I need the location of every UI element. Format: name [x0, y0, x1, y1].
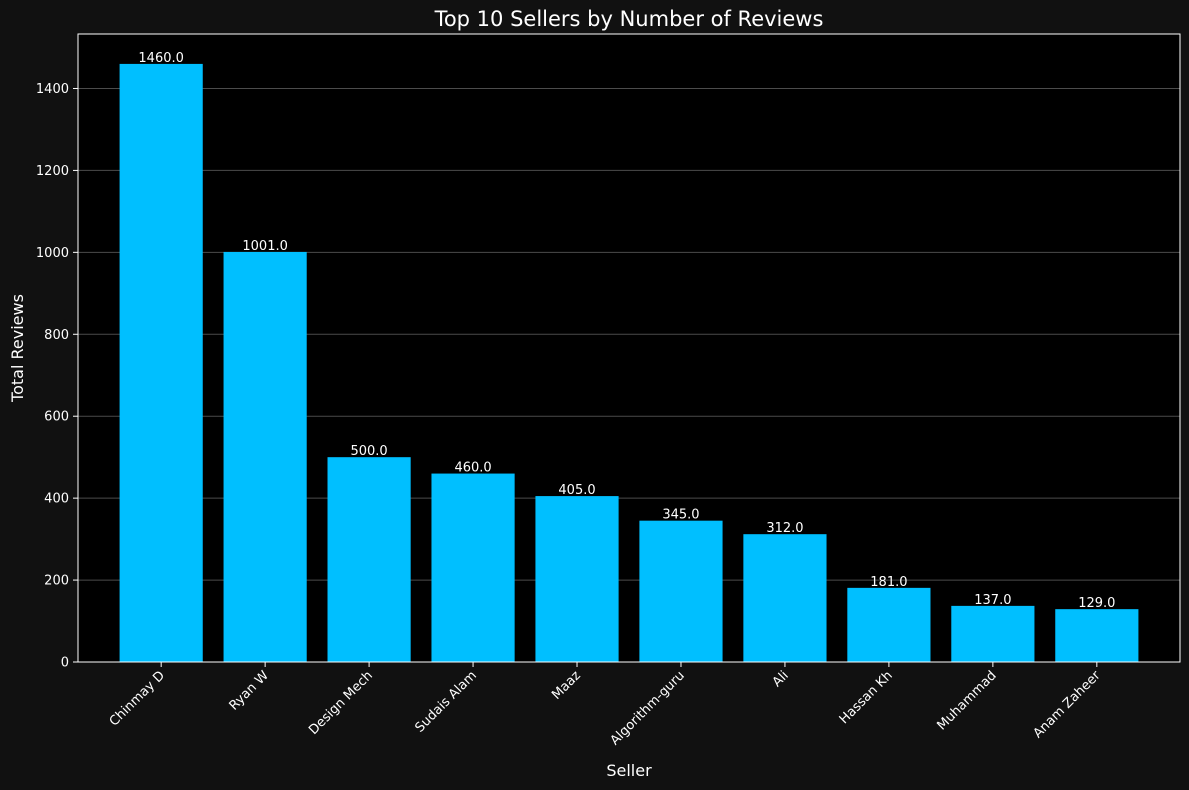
bar-value-label: 137.0 [974, 593, 1011, 608]
bar [431, 473, 515, 662]
chart-title: Top 10 Sellers by Number of Reviews [434, 7, 824, 31]
data-labels: 1460.0 1001.0 500.0 460.0 405.0 345.0 312.0 181… [138, 51, 1115, 611]
bar-value-label: 1460.0 [138, 51, 184, 66]
y-axis-label: Total Reviews [8, 294, 27, 403]
bar-value-label: 405.0 [558, 483, 595, 498]
bar [1055, 609, 1139, 662]
y-tick-label: 0 [61, 656, 69, 671]
x-tick-label: Design Mech [306, 668, 376, 738]
x-tick-label: Muhammad [934, 668, 999, 733]
y-tick-label: 1200 [36, 164, 69, 179]
x-tick-label: Ali [770, 668, 792, 690]
x-tick-label: Hassan Kh [837, 668, 896, 727]
bar-value-label: 1001.0 [242, 239, 288, 254]
x-tick-label: Anam Zaheer [1031, 668, 1105, 742]
bar-value-label: 129.0 [1078, 596, 1115, 611]
bar-value-label: 181.0 [870, 575, 907, 590]
x-tick-label: Maaz [549, 668, 584, 703]
plot-frame [77, 33, 1181, 663]
x-tick-label: Sudais Alam [412, 668, 479, 735]
bar [847, 587, 931, 662]
x-axis-label: Seller [606, 761, 652, 780]
bars [119, 63, 1139, 662]
x-tick-label: Ryan W [227, 668, 273, 714]
x-tick-label: Algorithm-guru [608, 668, 688, 748]
bar [119, 63, 203, 662]
y-tick-label: 600 [44, 410, 69, 425]
y-tick-label: 1000 [36, 246, 69, 261]
bar [535, 496, 619, 662]
bar [639, 520, 723, 662]
y-tick-label: 800 [44, 328, 69, 343]
bar-value-label: 460.0 [454, 461, 491, 476]
bar [743, 534, 827, 662]
x-tick-label: Chinmay D [107, 668, 168, 729]
bar [327, 457, 411, 662]
bar [223, 251, 307, 662]
bar [951, 605, 1035, 662]
bar-value-label: 500.0 [350, 444, 387, 459]
y-tick-label: 400 [44, 492, 69, 507]
y-tick-label: 200 [44, 574, 69, 589]
bar-value-label: 312.0 [766, 521, 803, 536]
bar-value-label: 345.0 [662, 508, 699, 523]
y-tick-label: 1400 [36, 82, 69, 97]
